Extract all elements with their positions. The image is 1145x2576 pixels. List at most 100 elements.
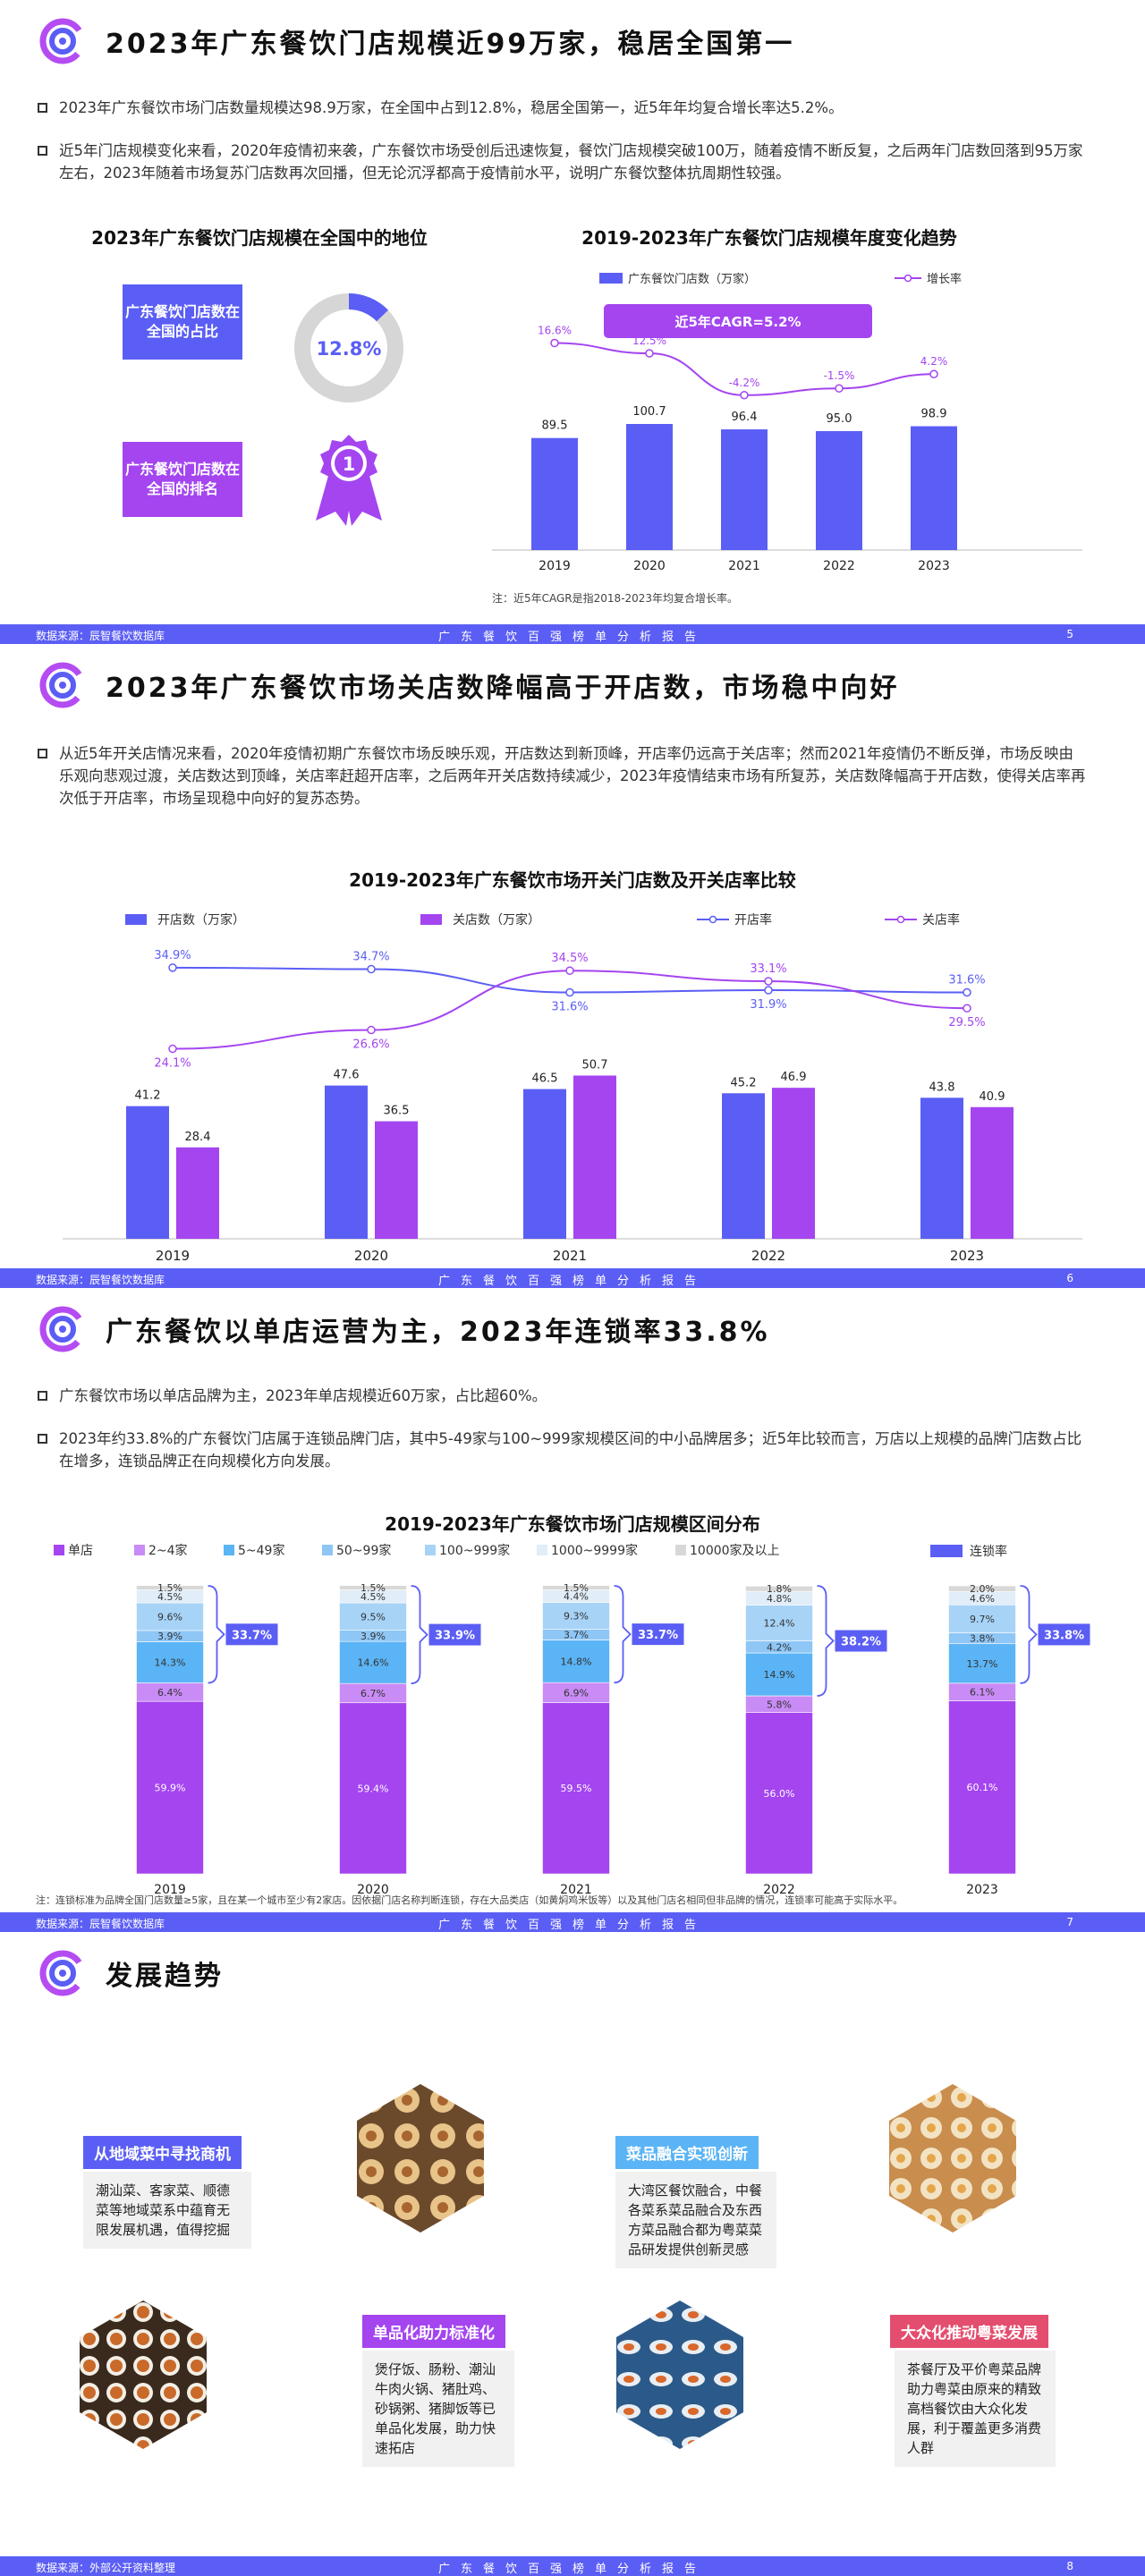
stack-segment — [339, 1585, 407, 1590]
bar-open — [325, 1085, 368, 1239]
brand-logo-icon — [39, 1950, 86, 1996]
segment-value-label: 4.8% — [767, 1593, 792, 1605]
bullet-1: 广东餐饮市场以单店品牌为主，2023年单店规模近60万家，占比超60%。 — [38, 1385, 1088, 1407]
stack-segment — [948, 1604, 1016, 1633]
bar-close — [375, 1121, 418, 1239]
cagr-label: 近5年CAGR=5.2% — [674, 314, 801, 330]
footer-bar: 数据来源：外部公开资料整理 广东餐饮百强榜单分析报告 8 — [0, 2556, 1145, 2576]
trend-tag-popularization: 大众化推动粤菜发展 — [890, 2315, 1048, 2348]
chain-bracket — [614, 1585, 632, 1684]
chain-rate-box — [1038, 1623, 1090, 1646]
segment-value-label: 1.5% — [564, 1582, 589, 1594]
bar-value-label: 40.9 — [980, 1090, 1005, 1104]
segment-value-label: 1.8% — [767, 1583, 792, 1595]
chain-rate-box — [225, 1623, 278, 1646]
legend-swatch — [930, 1545, 963, 1557]
segment-value-label: 9.3% — [564, 1611, 589, 1623]
rank-label-box: 广东餐饮门店数在全国的排名 — [123, 442, 242, 517]
rate-value-label: 26.6% — [352, 1038, 389, 1052]
legend-swatch — [675, 1545, 686, 1555]
rate-point — [565, 987, 574, 997]
stack-segment — [542, 1585, 610, 1590]
food-platter-image — [80, 2301, 207, 2449]
legend-label: 关店数（万家） — [453, 912, 540, 928]
shrimp-dish-image — [616, 2301, 743, 2449]
footer-source: 数据来源：辰智餐饮数据库 — [36, 630, 165, 642]
legend-label: 2~4家 — [148, 1543, 188, 1558]
segment-value-label: 14.3% — [155, 1657, 186, 1668]
chain-rate-box — [632, 1623, 684, 1646]
legend-swatch — [425, 1545, 436, 1555]
legend-swatch — [134, 1545, 145, 1555]
segment-value-label: 59.9% — [155, 1783, 186, 1794]
rate-value-label: 29.5% — [948, 1016, 985, 1030]
cagr-box — [604, 304, 872, 338]
footer-report-name: 广东餐饮百强榜单分析报告 — [437, 1919, 707, 1932]
bar-value-label: 46.9 — [781, 1071, 807, 1084]
segment-value-label: 9.5% — [360, 1611, 386, 1623]
trend-text-popularization: 茶餐厅及平价粤菜品牌助力粤菜由原来的精致高档餐饮由大众化发展，利于覆盖更多消费人… — [895, 2351, 1056, 2467]
page-title: 2023年广东餐饮市场关店数降幅高于开店数，市场稳中向好 — [106, 673, 900, 704]
brand-logo-icon — [39, 662, 86, 708]
page-number: 5 — [1066, 628, 1073, 640]
segment-value-label: 13.7% — [967, 1658, 998, 1670]
growth-value-label: 12.5% — [632, 335, 666, 347]
bar-value-label: 50.7 — [582, 1058, 608, 1072]
bar-value-label: 43.8 — [929, 1080, 955, 1094]
bar — [626, 424, 673, 550]
trend-tag-regional: 从地域菜中寻找商机 — [83, 2136, 242, 2169]
bullet-text: 近5年门店规模变化来看，2020年疫情初来袭，广东餐饮市场受创后迅速恢复，餐饮门… — [59, 142, 1083, 182]
legend-label: 开店数（万家） — [157, 912, 245, 928]
rate-point — [764, 977, 773, 986]
bar-value-label: 28.4 — [185, 1131, 211, 1144]
bar-value-label: 41.2 — [135, 1089, 161, 1103]
x-tick-label: 2019 — [539, 559, 571, 573]
legend-swatch — [599, 273, 623, 284]
segment-value-label: 14.8% — [561, 1656, 592, 1667]
footer-report-name: 广东餐饮百强榜单分析报告 — [437, 631, 707, 644]
bullet-text: 从近5年开关店情况来看，2020年疫情初期广东餐饮市场反映乐观，开店数达到新顶峰… — [59, 745, 1086, 807]
legend-label: 单店 — [68, 1544, 93, 1558]
chain-bracket — [817, 1585, 835, 1697]
legend-swatch — [322, 1545, 333, 1555]
bullet-text: 2023年广东餐饮市场门店数量规模达98.9万家，在全国中占到12.8%，稳居全… — [59, 99, 844, 116]
bar-value-label: 47.6 — [334, 1069, 360, 1082]
chain-rate-box — [835, 1630, 887, 1652]
x-tick-label: 2019 — [156, 1248, 190, 1264]
medal-icon: 1 — [316, 435, 382, 526]
segment-value-label: 3.8% — [970, 1633, 995, 1645]
growth-point — [929, 369, 938, 378]
segment-value-label: 60.1% — [967, 1782, 998, 1793]
segment-value-label: 59.5% — [561, 1783, 592, 1794]
bar-value-label: 45.2 — [731, 1076, 757, 1089]
stack-segment — [339, 1602, 407, 1631]
chart-title: 2019-2023年广东餐饮市场门店规模区间分布 — [385, 1513, 760, 1535]
chain-rate-box — [428, 1623, 481, 1646]
x-tick-label: 2022 — [763, 1883, 795, 1896]
chain-rate-label: 33.9% — [435, 1630, 475, 1643]
bullet-1: 2023年广东餐饮市场门店数量规模达98.9万家，在全国中占到12.8%，稳居全… — [38, 97, 1088, 119]
growth-point — [645, 349, 654, 358]
store-scale-chart: 单店 2~4家 5~49家 50~99家 100~999家 1000~9999家 10000… — [54, 1543, 1090, 1896]
rate-value-label: 34.7% — [352, 951, 389, 964]
bar — [911, 426, 957, 550]
bar — [531, 437, 578, 550]
bar-close — [573, 1075, 616, 1239]
legend-label: 5~49家 — [238, 1543, 284, 1558]
bar-close — [176, 1147, 219, 1239]
trend-text-single-product: 煲仔饭、肠粉、潮汕牛肉火锅、猪肚鸡、砂锅粥、猪脚饭等已单品化发展，助力快速拓店 — [362, 2351, 514, 2467]
segment-value-label: 4.5% — [360, 1591, 386, 1603]
footer-report-name: 广东餐饮百强榜单分析报告 — [437, 2563, 707, 2576]
legend-label: 增长率 — [927, 272, 962, 286]
segment-value-label: 59.4% — [358, 1783, 389, 1794]
share-donut: 12.8% — [294, 293, 403, 402]
bar-open — [126, 1106, 169, 1239]
slide-5: 2023年广东餐饮门店规模近99万家，稳居全国第一 2023年广东餐饮市场门店数… — [0, 0, 1145, 644]
chain-rate-label: 33.7% — [232, 1629, 272, 1642]
footer-report-name: 广东餐饮百强榜单分析报告 — [437, 1275, 707, 1288]
page-title: 2023年广东餐饮门店规模近99万家，稳居全国第一 — [106, 29, 795, 60]
bar-value-label: 98.9 — [921, 408, 947, 421]
legend-label: 广东餐饮门店数（万家） — [628, 272, 756, 286]
stack-segment — [136, 1641, 204, 1683]
page-number: 6 — [1066, 1272, 1073, 1284]
